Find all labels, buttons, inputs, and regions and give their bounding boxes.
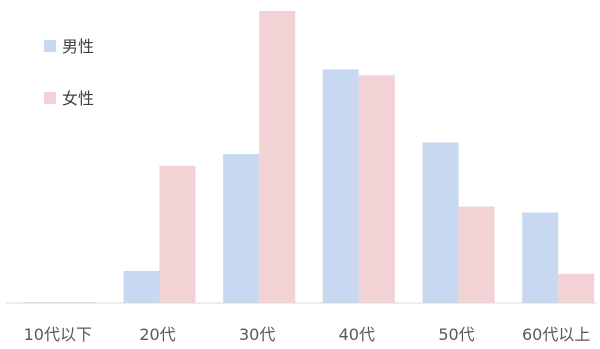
x-tick-label: 50代: [438, 325, 474, 344]
bar-male-3: [322, 69, 359, 304]
bar-female-1: [159, 165, 196, 303]
bar-female-5: [558, 273, 595, 303]
bar-female-3: [358, 75, 395, 303]
x-tick-label: 60代以上: [522, 325, 590, 344]
legend-label-female: 女性: [62, 89, 94, 108]
x-tick-label: 20代: [139, 325, 175, 344]
x-tick-label: 10代以下: [24, 325, 92, 344]
x-tick-label: 30代: [239, 325, 275, 344]
legend-label-male: 男性: [62, 37, 94, 56]
bar-male-5: [522, 212, 559, 303]
x-tick-label: 40代: [339, 325, 375, 344]
legend-swatch-male: [44, 40, 56, 52]
bar-male-4: [422, 142, 459, 303]
bar-male-2: [223, 154, 260, 303]
bar-female-4: [458, 206, 495, 303]
bar-female-2: [259, 11, 296, 303]
bars-layer: [23, 11, 595, 304]
legend-swatch-female: [44, 92, 56, 104]
x-tick-labels: 10代以下 20代 30代 40代 50代 60代以上: [24, 325, 591, 344]
bar-male-1: [123, 270, 160, 303]
